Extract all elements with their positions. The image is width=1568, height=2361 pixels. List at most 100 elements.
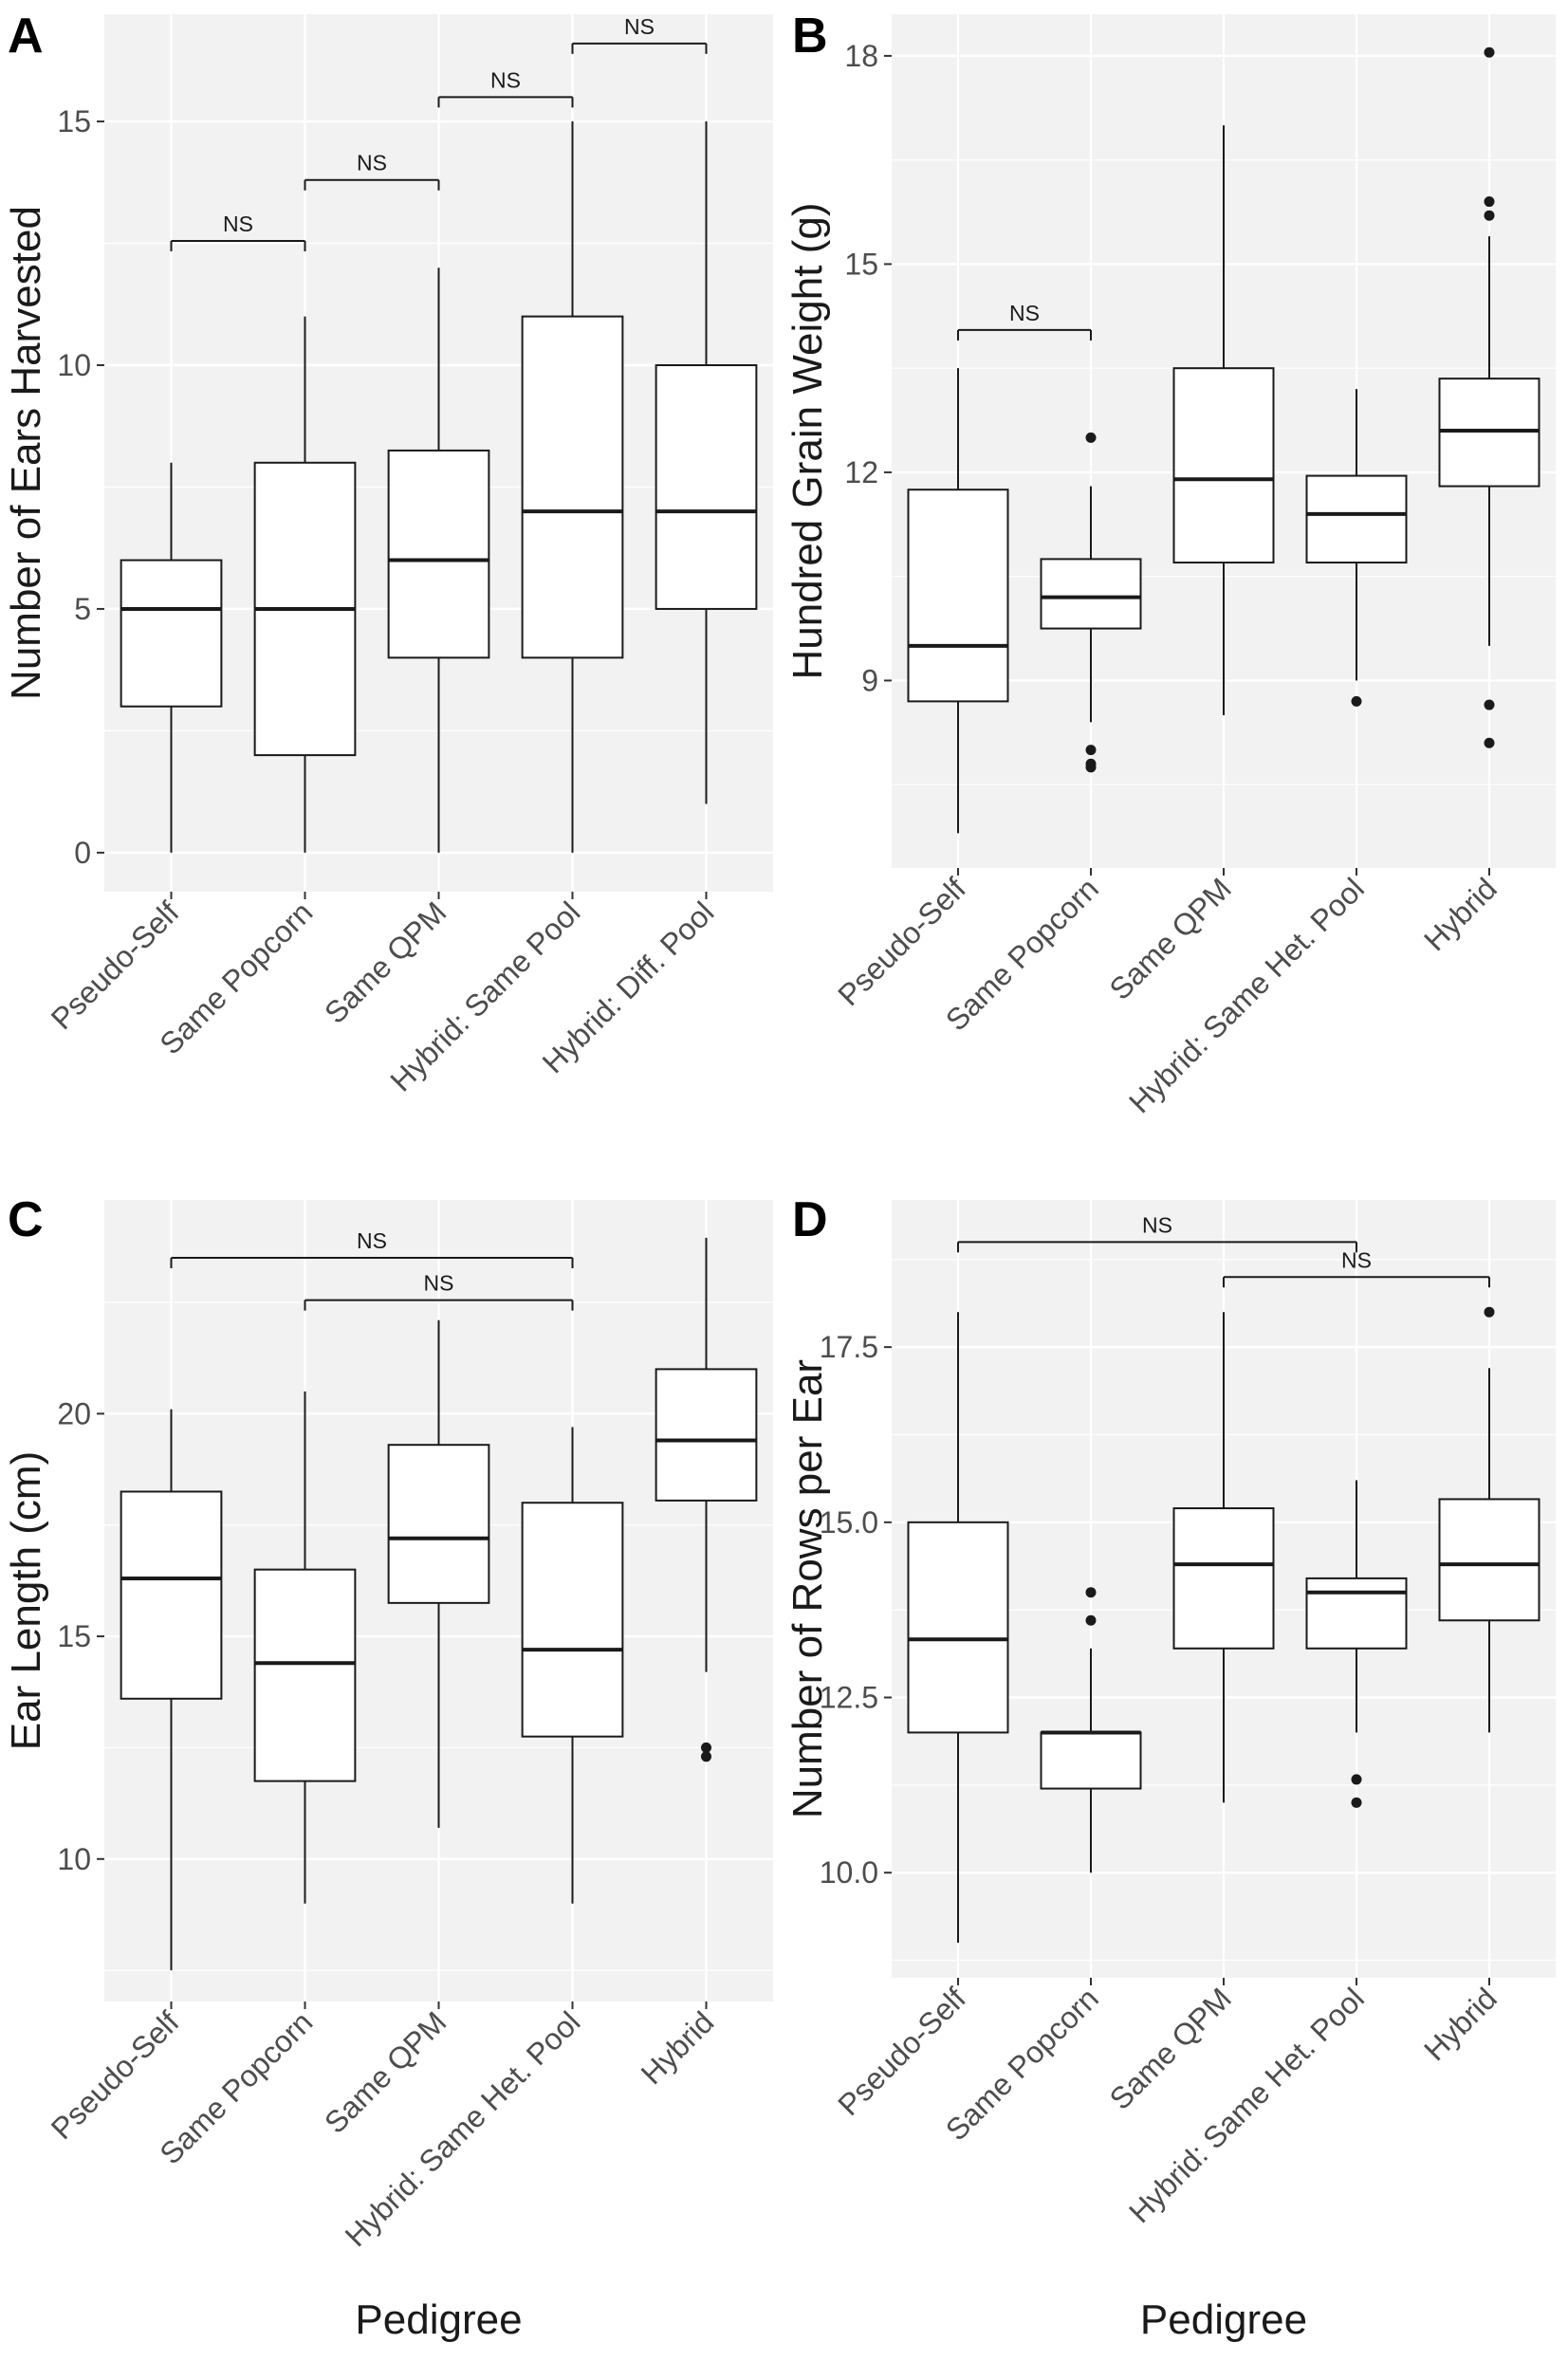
ns-label: NS [357,151,387,175]
outlier-point [701,1742,711,1753]
panel-a-y-tick-label: 0 [74,836,91,870]
panel-d-significance-bracket-2: NS [1223,1247,1490,1288]
panel-d-x-tick-label: Pseudo-Self [831,1981,972,2122]
outlier-point [1351,695,1362,707]
ns-label: NS [1341,1247,1372,1272]
panel-b-box-3 [1172,125,1275,716]
panel-c-box-4 [521,1427,624,1904]
panel-c-significance-bracket-1: NS [170,1228,574,1269]
panel-a-x-tick-label: Pseudo-Self [45,895,186,1036]
panel-c-x-tick-label: Same QPM [318,2004,452,2139]
interquartile-box [1040,558,1142,630]
panel-b-box-5 [1438,46,1540,748]
panel-b-box-1 [907,368,1009,834]
panel-c-y-tick-label: 10 [57,1842,91,1876]
panel-a-box-5 [655,121,758,804]
panel-b-x-tick-label: Same QPM [1103,871,1238,1005]
panel-c-x-axis-title: Pedigree [355,2296,522,2343]
outlier-point [1484,196,1495,208]
panel-c-y-tick-label: 20 [57,1396,91,1430]
panel-a-box-1 [120,462,223,853]
interquartile-box [387,1444,490,1604]
interquartile-box [1305,474,1408,564]
panel-b-y-tick-label: 15 [844,247,878,281]
panel-c-box-1 [120,1409,223,1971]
panel-b-y-tick-label: 18 [844,39,878,73]
panel-a-box-3 [387,267,490,853]
panel-b-x-tick-label: Hybrid: Same Het. Pool [1122,871,1371,1119]
panel-b-significance-bracket-1: NS [957,301,1092,341]
panel-c-box-2 [253,1391,357,1904]
panel-b-x-tick-label: Pseudo-Self [831,871,972,1012]
panel-a-x-tick-label: Same QPM [318,895,452,1029]
ns-label: NS [424,1271,454,1296]
interquartile-box [253,1568,357,1782]
outlier-point [1085,432,1097,443]
outlier-point [1085,1587,1097,1598]
interquartile-box [907,1521,1009,1734]
panel-d-y-axis-title: Number of Rows per Ear [784,1359,831,1818]
outlier-point [1085,1614,1097,1626]
panel-d-y-tick-label: 10.0 [820,1855,878,1890]
panel-b-x-tick-label: Hybrid [1417,871,1503,957]
panel-b-y-tick-label: 12 [844,455,878,489]
interquartile-box [1438,1498,1540,1622]
panel-a-box-2 [253,316,357,853]
panel-c-significance-bracket-2: NS [304,1271,574,1311]
panel-d-y-tick-label: 17.5 [820,1330,878,1364]
panel-c-letter: C [8,1192,44,1247]
interquartile-box [521,1502,624,1738]
interquartile-box [120,1490,223,1700]
panel-d-box-4 [1305,1480,1408,1808]
outlier-point [1484,46,1495,58]
panel-d-letter: D [792,1192,828,1247]
interquartile-box [1040,1731,1142,1790]
interquartile-box [655,1368,758,1502]
panel-a-y-tick-label: 15 [57,104,91,138]
interquartile-box [387,449,490,659]
ns-label: NS [1142,1212,1172,1237]
panel-c-y-tick-label: 15 [57,1619,91,1653]
ns-label: NS [357,1228,387,1253]
panel-a-y-tick-label: 5 [74,592,91,626]
panel-c-x-tick-label: Hybrid: Same Het. Pool [339,2004,587,2253]
panel-a-letter: A [8,9,44,64]
panel-d-x-tick-label: Hybrid [1417,1981,1503,2067]
ns-label: NS [490,67,521,92]
interquartile-box [120,559,223,708]
outlier-point [1484,1306,1495,1318]
panel-b-letter: B [792,9,828,64]
ns-label: NS [624,14,655,39]
panel-d-significance-bracket-1: NS [957,1212,1357,1253]
ns-label: NS [223,212,253,236]
panel-d-box-3 [1172,1312,1275,1803]
outlier-point [1351,1797,1362,1808]
panel-c-box-3 [387,1319,490,1828]
outlier-point [1085,745,1097,756]
interquartile-box [655,364,758,610]
panel-b-box-4 [1305,389,1408,707]
outlier-point [1085,762,1097,773]
panel-a-significance-bracket-1: NS [170,212,306,251]
interquartile-box [907,489,1009,703]
panel-a-significance-bracket-2: NS [304,151,440,191]
outlier-point [1351,1774,1362,1785]
panel-d-y-tick-label: 12.5 [820,1681,878,1715]
panel-a-significance-bracket-3: NS [437,67,574,108]
panel-a-y-tick-label: 10 [57,348,91,382]
panel-d-x-tick-label: Hybrid: Same Het. Pool [1122,1981,1371,2229]
ns-label: NS [1009,301,1040,325]
panel-c-x-tick-label: Pseudo-Self [45,2004,186,2146]
panel-d-x-tick-label: Same QPM [1103,1981,1238,2115]
panel-c-x-tick-label: Hybrid [635,2004,721,2091]
panel-b-y-tick-label: 9 [861,663,878,697]
panel-d-box-2 [1040,1587,1142,1873]
panel-d-y-tick-label: 15.0 [820,1505,878,1540]
panel-b-y-axis-title: Hundred Grain Weight (g) [784,203,831,680]
panel-c-y-axis-title: Ear Length (cm) [3,1451,49,1750]
